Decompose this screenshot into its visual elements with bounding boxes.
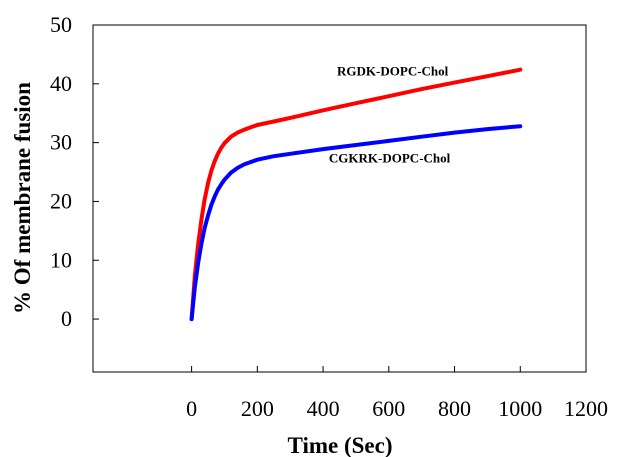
x-axis-title: Time (Sec) <box>288 433 393 457</box>
y-tick-label: 30 <box>50 130 72 155</box>
series-line-cgkrk-dopc-chol <box>189 124 523 322</box>
plot-frame <box>92 24 587 373</box>
x-tick-label: 1200 <box>564 396 608 421</box>
x-tick-label: 800 <box>438 396 471 421</box>
y-axis: 0 10 20 30 40 50 <box>50 12 99 331</box>
x-tick-label: 0 <box>186 396 197 421</box>
y-axis-title: % Of membrane fusion <box>10 82 35 314</box>
y-tick-label: 50 <box>50 12 72 37</box>
series-line-rgdk-dopc-chol <box>189 67 523 322</box>
series-label-rgdk-dopc-chol: RGDK-DOPC-Chol <box>337 64 449 79</box>
y-tick-label: 10 <box>50 247 72 272</box>
x-tick-label: 400 <box>307 396 340 421</box>
y-tick-label: 20 <box>50 188 72 213</box>
series-label-cgkrk-dopc-chol: CGKRK-DOPC-Chol <box>329 150 451 165</box>
y-tick-label: 0 <box>61 306 72 331</box>
x-axis: 0 200 400 600 800 1000 1200 <box>186 366 608 421</box>
x-tick-label: 200 <box>241 396 274 421</box>
series-layer: RGDK-DOPC-Chol CGKRK-DOPC-Chol <box>189 64 523 322</box>
x-tick-label: 600 <box>372 396 405 421</box>
x-tick-label: 1000 <box>498 396 542 421</box>
y-tick-label: 40 <box>50 71 72 96</box>
